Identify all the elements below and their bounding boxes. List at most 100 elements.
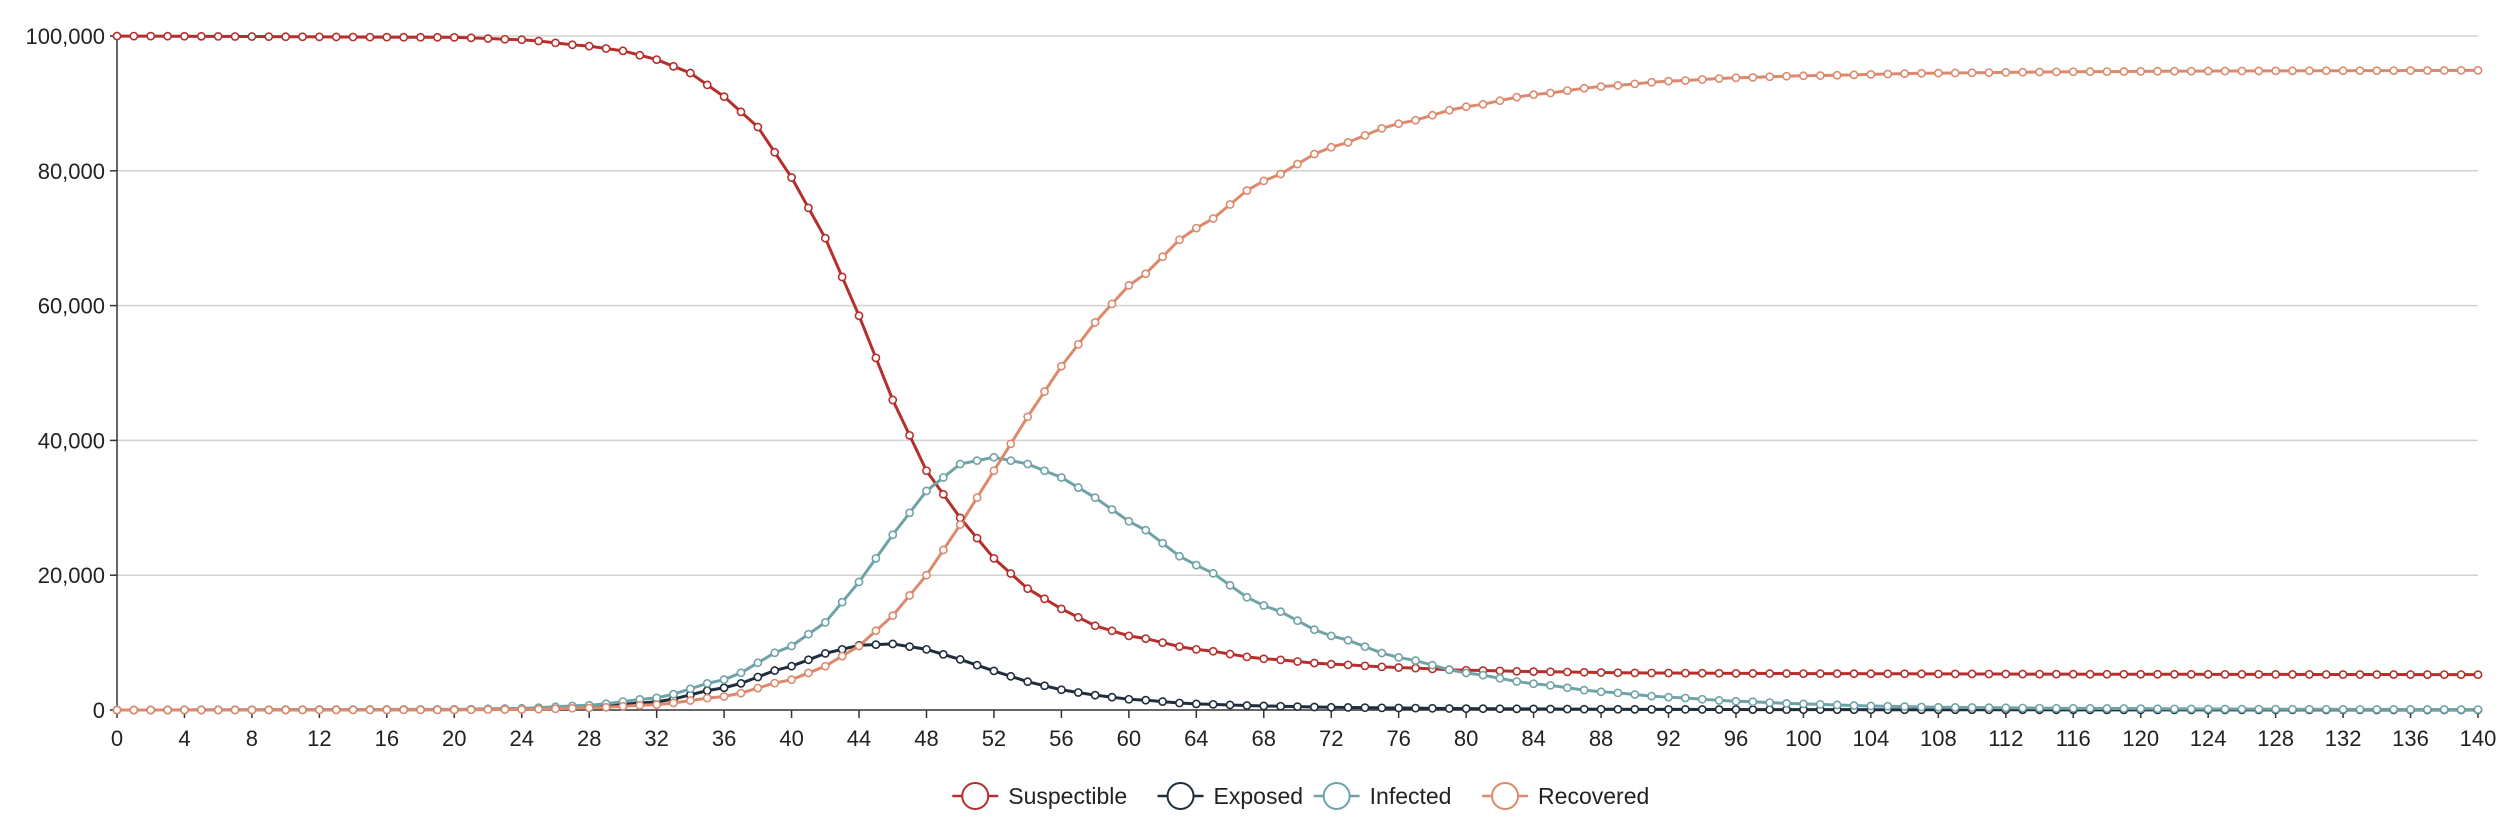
data-point <box>1057 685 1066 695</box>
data-point <box>230 705 240 715</box>
data-point <box>1664 76 1673 86</box>
data-point <box>2304 66 2314 76</box>
legend-swatch-marker <box>961 782 990 810</box>
data-point <box>2304 704 2314 714</box>
legend-swatch-marker <box>1322 782 1351 810</box>
data-point <box>2035 703 2044 713</box>
data-point <box>500 34 510 44</box>
data-point <box>1967 669 1977 679</box>
y-tick-label: 20,000 <box>38 563 105 588</box>
data-point <box>2439 66 2449 75</box>
data-point <box>1815 699 1825 709</box>
data-point <box>348 32 358 42</box>
data-point <box>449 705 459 715</box>
data-point <box>2220 66 2230 76</box>
data-point <box>1428 110 1437 120</box>
data-point <box>2001 669 2011 679</box>
data-point <box>1208 646 1218 656</box>
data-point <box>2203 704 2213 714</box>
data-point <box>1191 644 1201 654</box>
data-point <box>820 648 830 658</box>
y-tick-label: 40,000 <box>38 428 105 453</box>
data-point <box>1040 466 1049 476</box>
x-tick-label: 80 <box>1454 726 1478 751</box>
series-markers-recovered <box>112 65 2483 715</box>
data-point <box>2102 67 2112 76</box>
data-point <box>955 655 965 664</box>
x-tick-label: 76 <box>1386 726 1410 751</box>
data-point <box>2423 66 2432 75</box>
x-tick-label: 116 <box>2056 726 2091 751</box>
data-point <box>837 272 847 282</box>
data-point <box>365 705 375 715</box>
y-tick-label: 0 <box>93 698 105 723</box>
x-tick-label: 140 <box>2460 726 2497 751</box>
data-point <box>1748 697 1758 707</box>
data-point <box>1107 692 1117 702</box>
data-point <box>584 41 594 51</box>
data-point <box>1326 631 1336 641</box>
data-point <box>433 705 442 715</box>
data-point <box>1579 667 1589 677</box>
data-point <box>1984 703 1994 713</box>
data-point <box>955 459 965 469</box>
data-point <box>1714 696 1724 705</box>
data-point <box>2051 703 2061 713</box>
data-point <box>1276 655 1286 665</box>
data-point <box>854 641 864 651</box>
data-point <box>601 44 611 53</box>
data-point <box>382 32 392 42</box>
data-point <box>1697 694 1707 704</box>
data-point <box>1023 584 1033 594</box>
data-point <box>1731 668 1741 678</box>
data-point <box>2153 66 2162 76</box>
data-point <box>1529 704 1538 714</box>
data-point <box>669 61 678 71</box>
data-point <box>1866 669 1876 679</box>
x-tick-label: 40 <box>779 726 803 751</box>
data-point <box>433 32 442 42</box>
data-point <box>1613 704 1623 714</box>
data-point <box>2220 704 2230 714</box>
data-point <box>1933 702 1943 712</box>
data-point <box>1309 658 1319 668</box>
data-point <box>1444 105 1454 115</box>
data-point <box>1849 701 1859 710</box>
data-point <box>1664 692 1673 702</box>
data-point <box>1360 703 1370 713</box>
x-tick-label: 60 <box>1117 726 1141 751</box>
x-tick-label: 96 <box>1724 726 1748 751</box>
data-point <box>905 508 915 518</box>
data-point <box>196 31 206 41</box>
data-point <box>1900 702 1910 712</box>
data-point <box>871 553 881 563</box>
data-point <box>551 38 560 48</box>
data-point <box>1107 626 1117 636</box>
x-tick-label: 8 <box>246 726 258 751</box>
data-point <box>1917 702 1926 712</box>
x-tick-label: 104 <box>1853 726 1890 751</box>
data-point <box>1950 669 1960 679</box>
data-point <box>1057 473 1066 482</box>
x-tick-label: 84 <box>1521 726 1545 751</box>
data-point <box>1613 668 1623 678</box>
data-point <box>1900 669 1910 679</box>
data-point <box>1664 704 1673 714</box>
data-point <box>483 705 493 715</box>
data-point <box>1175 235 1184 245</box>
data-point <box>804 629 813 639</box>
x-tick-label: 68 <box>1252 726 1276 751</box>
legend: Suspectible Exposed Infected Recovered <box>880 778 1650 818</box>
data-point <box>820 233 830 243</box>
data-point <box>871 626 881 636</box>
y-tick-label: 100,000 <box>25 24 105 49</box>
x-tick-label: 92 <box>1656 726 1680 751</box>
data-point <box>1832 669 1842 679</box>
data-point <box>1900 69 1910 79</box>
data-point <box>247 32 257 41</box>
data-point <box>1309 149 1319 159</box>
data-point <box>1124 631 1134 641</box>
data-point <box>2119 669 2129 679</box>
data-point <box>922 570 931 580</box>
data-point <box>736 678 746 688</box>
